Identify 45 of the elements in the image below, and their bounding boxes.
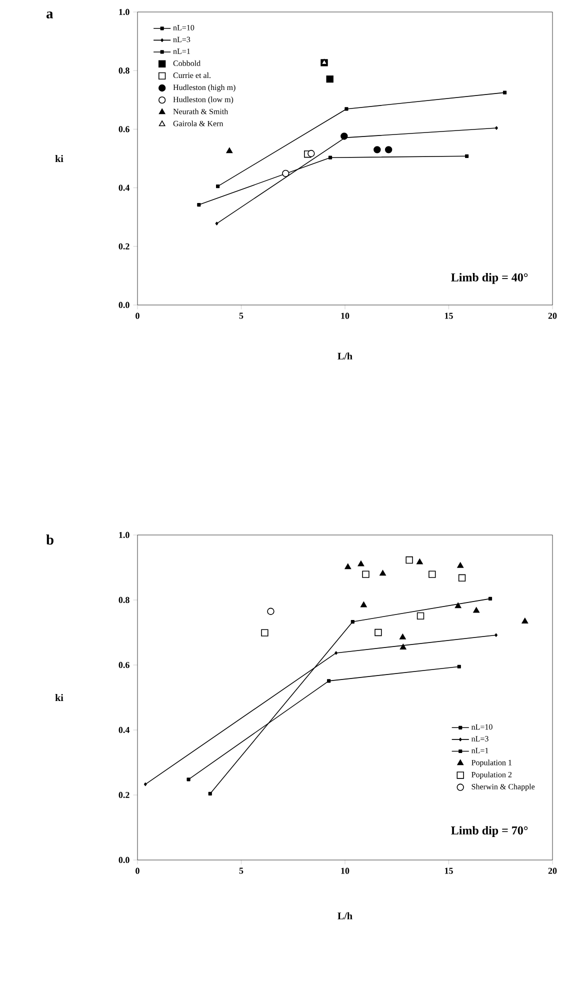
y-tick-label: 1.0 <box>119 8 130 16</box>
y-tick-label: 0.0 <box>119 302 130 308</box>
legend-label: nL=3 <box>472 736 489 742</box>
legend-label: nL=1 <box>472 748 488 754</box>
legend-label: nL=10 <box>173 24 194 30</box>
x-axis-title: L/h <box>338 352 353 360</box>
y-tick-label: 0.2 <box>119 243 130 250</box>
x-tick-label: 5 <box>240 312 244 319</box>
legend-label: Cobbold <box>174 60 201 66</box>
chart-title: b <box>46 534 54 545</box>
x-tick-label: 20 <box>548 868 557 874</box>
legend-label: nL=3 <box>173 36 190 42</box>
y-tick-label: 0.0 <box>119 856 130 864</box>
y-axis-title: ki <box>56 155 64 162</box>
x-tick-label: 15 <box>445 868 454 874</box>
y-tick-label: 1.0 <box>119 532 130 538</box>
legend-label: Hudleston (high m) <box>174 84 236 92</box>
annotation: Limb dip = 70° <box>451 826 528 837</box>
y-tick-label: 0.2 <box>119 792 130 798</box>
y-tick-label: 0.6 <box>119 126 130 132</box>
y-tick-label: 0.4 <box>119 184 130 191</box>
legend-label: Hudleston (low m) <box>174 96 234 104</box>
chart-title: a <box>46 12 54 18</box>
legend-label: nL=10 <box>472 724 493 730</box>
legend-label: Neurath & Smith <box>174 108 228 114</box>
legend-label: nL=1 <box>173 48 190 54</box>
y-tick-label: 0.6 <box>119 662 130 668</box>
x-tick-label: 15 <box>445 312 454 319</box>
x-tick-label: 0 <box>136 312 140 319</box>
legend-label: Population 1 <box>472 760 512 767</box>
x-tick-label: 10 <box>341 312 350 319</box>
x-tick-label: 10 <box>341 868 350 874</box>
legend-label: Sherwin & Chapple <box>472 784 535 792</box>
x-tick-label: 5 <box>240 868 244 874</box>
y-tick-label: 0.4 <box>119 726 130 734</box>
y-tick-label: 0.8 <box>119 596 130 604</box>
x-tick-label: 0 <box>136 868 140 874</box>
annotation: Limb dip = 40° <box>451 272 528 284</box>
legend-label: Gairola & Kern <box>174 120 224 126</box>
x-axis-title: L/h <box>338 912 353 920</box>
y-tick-label: 0.8 <box>119 68 130 74</box>
x-tick-label: 20 <box>548 312 557 319</box>
legend-label: Population 2 <box>472 772 512 779</box>
legend-label: Currie et al. <box>174 72 211 78</box>
y-axis-title: ki <box>56 694 64 701</box>
